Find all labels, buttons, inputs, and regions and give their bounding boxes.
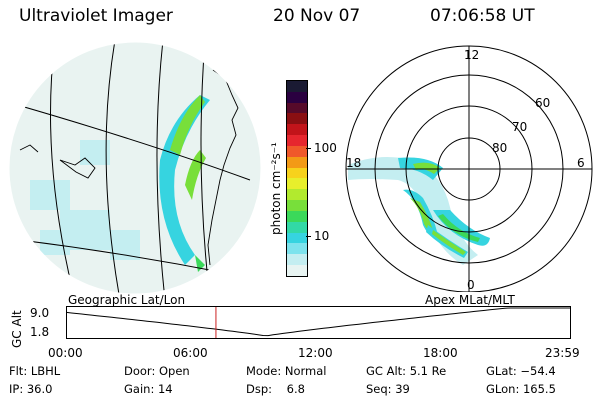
colorbar-band-12	[287, 210, 307, 222]
polar-lat-label-80: 80	[492, 141, 508, 155]
date-label: 20 Nov 07	[273, 6, 361, 26]
polar-label-12: 12	[464, 48, 480, 62]
colorbar-tick-mark-10	[306, 236, 311, 237]
polar-label-6: 6	[577, 156, 585, 170]
colorbar-band-16	[287, 254, 307, 266]
seq-label: Seq:	[366, 382, 392, 396]
gain-value: 14	[157, 382, 173, 396]
timeline-xtick-0000: 00:00	[48, 346, 83, 360]
colorbar-unit-label: photon cm⁻²s⁻¹	[269, 142, 283, 235]
door-label: Door:	[124, 364, 156, 378]
flt-value: LBHL	[30, 364, 61, 378]
colorbar-band-5	[287, 135, 307, 146]
polar-lat-label-70: 70	[512, 120, 528, 134]
mode-value: Normal	[284, 364, 327, 378]
colorbar-band-2	[287, 102, 307, 114]
gcalt-field: GC Alt: 5.1 Re	[366, 364, 446, 378]
orbit-altitude-timeline	[66, 306, 571, 339]
timeline-xtick-1200: 12:00	[298, 346, 333, 360]
gcalt-label: GC Alt:	[366, 364, 407, 378]
gain-label: Gain:	[124, 382, 155, 396]
glat-label: GLat:	[486, 364, 517, 378]
time-label: 07:06:58 UT	[430, 6, 535, 26]
timeline-ytick-max: 9.0	[30, 306, 50, 320]
polar-mlt-map	[345, 45, 593, 292]
ip-label: IP:	[9, 382, 24, 396]
gain-field: Gain: 14	[124, 382, 173, 396]
colorbar	[286, 80, 308, 277]
colorbar-tick-100: 100	[314, 141, 337, 155]
app-title: Ultraviolet Imager	[19, 6, 173, 26]
door-field: Door: Open	[124, 364, 190, 378]
colorbar-band-3	[287, 113, 307, 125]
colorbar-band-17	[287, 265, 307, 276]
glat-field: GLat: −54.4	[486, 364, 556, 378]
geo-emission-speckle	[30, 140, 140, 260]
colorbar-band-10	[287, 189, 307, 201]
dsp-field: Dsp: 6.8	[246, 382, 305, 396]
colorbar-band-13	[287, 221, 307, 233]
polar-map-label: Apex MLat/MLT	[425, 293, 515, 307]
polar-label-18: 18	[346, 156, 362, 170]
door-value: Open	[158, 364, 190, 378]
mode-field: Mode: Normal	[246, 364, 326, 378]
flt-field: Flt: LBHL	[9, 364, 60, 378]
colorbar-band-4	[287, 124, 307, 136]
timeline-ytick-min: 1.8	[30, 325, 50, 339]
colorbar-band-15	[287, 243, 307, 255]
colorbar-band-6	[287, 145, 307, 157]
polar-lat-label-60: 60	[535, 96, 551, 110]
mode-label: Mode:	[246, 364, 282, 378]
glon-field: GLon: 165.5	[486, 382, 556, 396]
colorbar-tick-mark-100	[306, 148, 311, 149]
seq-field: Seq: 39	[366, 382, 410, 396]
gcalt-value: 5.1 Re	[409, 364, 447, 378]
flt-label: Flt:	[9, 364, 28, 378]
timeline-xtick-0600: 06:00	[173, 346, 208, 360]
colorbar-band-14	[287, 232, 307, 244]
seq-value: 39	[395, 382, 410, 396]
timeline-ylabel: GC Alt	[10, 310, 24, 348]
colorbar-band-7	[287, 156, 307, 168]
colorbar-band-8	[287, 167, 307, 179]
colorbar-band-0	[287, 81, 307, 92]
polar-grid	[345, 45, 593, 292]
glon-label: GLon:	[486, 382, 520, 396]
dsp-label: Dsp:	[246, 382, 273, 396]
timeline-frame	[66, 306, 571, 339]
glat-value: −54.4	[520, 364, 556, 378]
colorbar-band-9	[287, 178, 307, 190]
timeline-xtick-2359: 23:59	[545, 346, 580, 360]
colorbar-band-11	[287, 200, 307, 211]
ip-field: IP: 36.0	[9, 382, 52, 396]
polar-label-0: 0	[467, 278, 475, 292]
timeline-xtick-1800: 18:00	[423, 346, 458, 360]
altitude-curve	[66, 307, 571, 337]
geographic-map-label: Geographic Lat/Lon	[68, 293, 186, 307]
glon-value: 165.5	[522, 382, 556, 396]
geographic-map	[8, 41, 262, 295]
colorbar-band-1	[287, 91, 307, 103]
dsp-value: 6.8	[286, 382, 305, 396]
ip-value: 36.0	[26, 382, 53, 396]
colorbar-tick-10: 10	[314, 229, 330, 243]
